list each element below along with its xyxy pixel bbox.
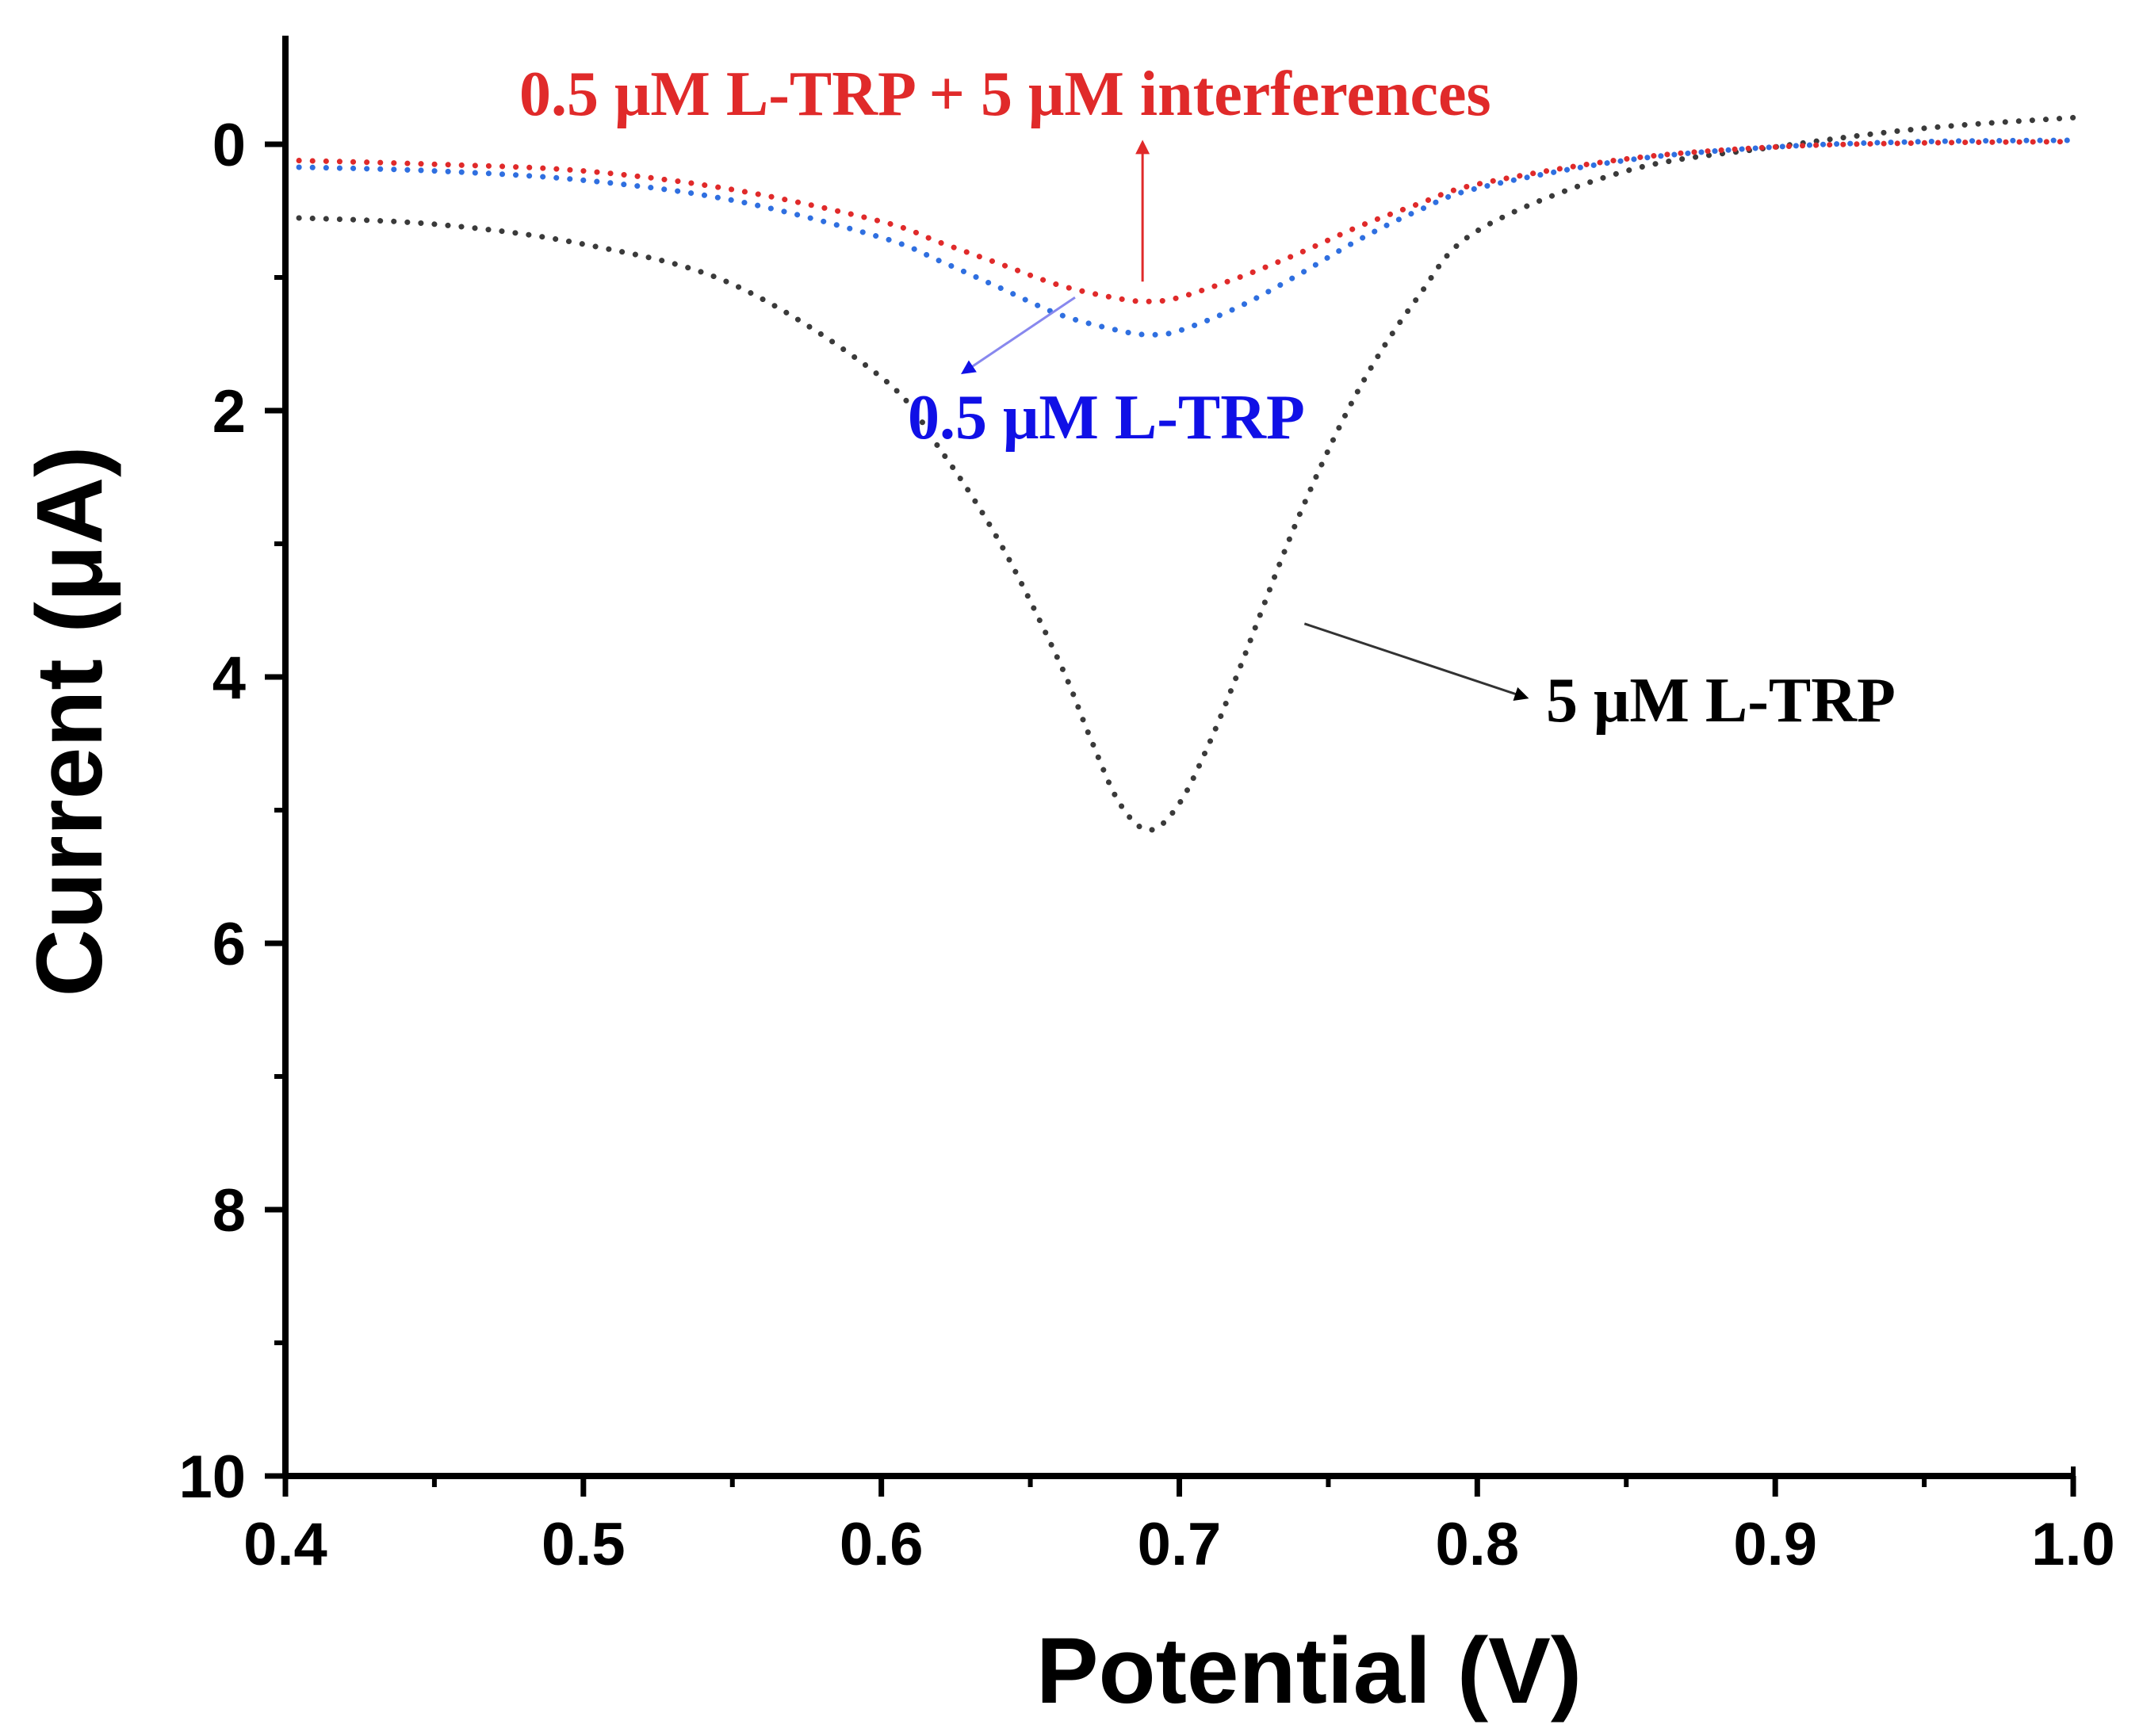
- annotation-arrow-blue: [961, 296, 1076, 375]
- x-axis-title: Potential (V): [1036, 1619, 1582, 1723]
- y-tick-label: 8: [212, 1177, 246, 1245]
- annotations-layer: 0.5 μM L-TRP + 5 μM interferences 0.5 μM …: [519, 59, 1896, 736]
- series-layer: [282, 114, 2076, 833]
- y-tick-label: 0: [212, 112, 246, 179]
- annotation-label-blue: 0.5 μM L-TRP: [908, 383, 1305, 453]
- y-tick-label: 2: [212, 378, 246, 445]
- x-tick-label: 1.0: [2031, 1511, 2115, 1578]
- y-tick-label: 6: [212, 911, 246, 978]
- x-tick-label: 0.9: [1733, 1511, 1817, 1578]
- series-line-1: [282, 137, 2076, 338]
- y-axis-title: Current (μA): [17, 446, 122, 997]
- y-tick-label: 4: [212, 644, 246, 712]
- series-line-2: [282, 139, 2076, 304]
- annotation-arrow-black: [1303, 622, 1529, 701]
- y-tick-label: 10: [178, 1443, 246, 1511]
- annotation-label-black: 5 μM L-TRP: [1546, 666, 1896, 736]
- x-tick-label: 0.6: [840, 1511, 924, 1578]
- x-tick-label: 0.8: [1436, 1511, 1520, 1578]
- series-line-0: [282, 114, 2076, 833]
- x-tick-label: 0.5: [541, 1511, 626, 1578]
- x-tick-label: 0.4: [243, 1511, 327, 1578]
- x-tick-label: 0.7: [1138, 1511, 1222, 1578]
- axes-layer: 0.4 0.5 0.6 0.7 0.8 0.9 1.0 0 2 4 6 8 10: [178, 36, 2115, 1578]
- annotation-label-red: 0.5 μM L-TRP + 5 μM interferences: [519, 59, 1491, 129]
